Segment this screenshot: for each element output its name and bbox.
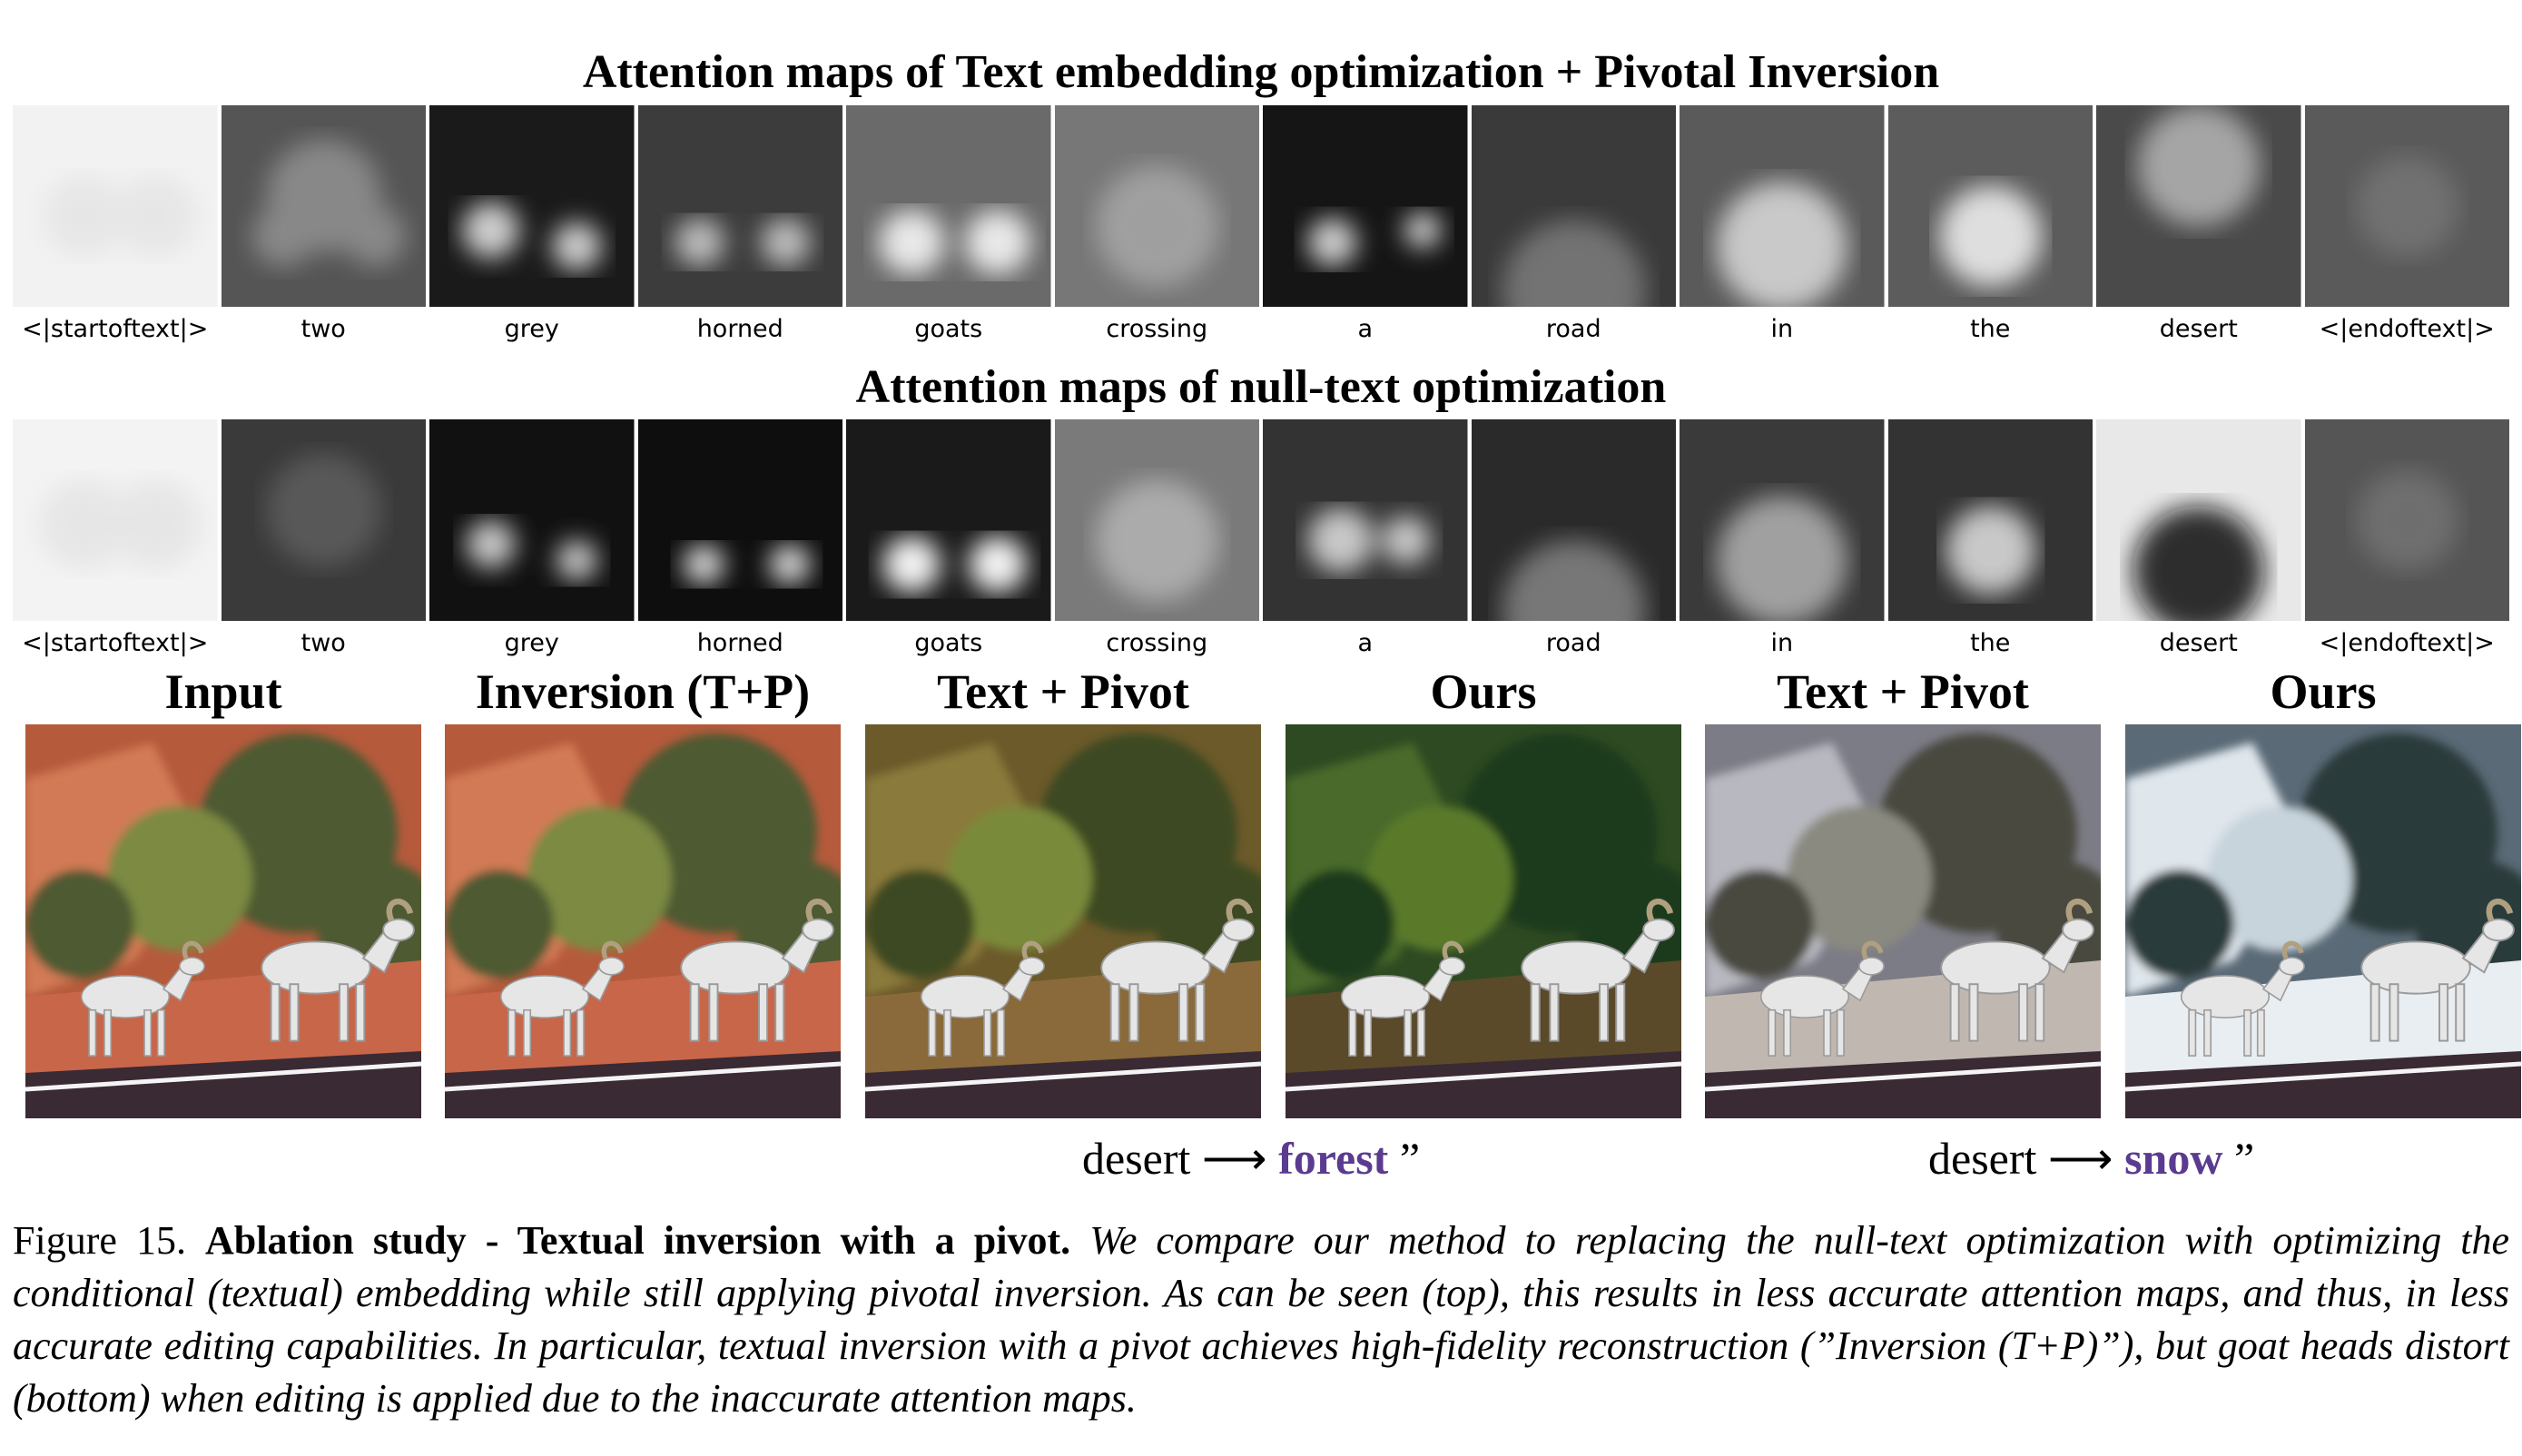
column-heading-input: Input [164, 664, 282, 719]
attention-map-2-11 [2304, 419, 2509, 621]
attention-map-1-10 [2096, 105, 2301, 307]
column-heading-ours-forest: Ours [1430, 664, 1537, 719]
edit-target-word: snow [2124, 1133, 2223, 1184]
token-label: the [1970, 629, 2011, 657]
token-label: two [300, 629, 346, 657]
photo-ours-forest [1286, 724, 1681, 1118]
attention-map-1-9 [1887, 105, 2093, 307]
photo-ours-snow [2125, 724, 2521, 1118]
attention-map-2-9 [1887, 419, 2093, 621]
token-label: grey [504, 629, 559, 657]
attention-row-text-pivot [13, 105, 2509, 307]
attention-map-2-5 [1054, 419, 1259, 621]
token-labels-row-1: <|startoftext|> two grey horned goats crossin… [13, 314, 2509, 345]
attention-map-2-3 [637, 419, 842, 621]
attention-map-1-4 [846, 105, 1051, 307]
token-label: <|startoftext|> [22, 315, 209, 343]
attention-map-2-10 [2096, 419, 2301, 621]
photo-inversion [445, 724, 841, 1118]
attention-map-2-6 [1263, 419, 1468, 621]
token-label: a [1357, 629, 1374, 657]
edit-source-word: desert [1082, 1133, 1191, 1184]
photo-input [25, 724, 421, 1118]
attention-map-1-6 [1263, 105, 1468, 307]
attention-row-null-text [13, 419, 2509, 621]
token-label: horned [696, 629, 783, 657]
token-label: a [1357, 315, 1374, 343]
edit-target-word: forest [1278, 1133, 1389, 1184]
column-heading-text-pivot-forest: Text + Pivot [937, 664, 1189, 719]
token-label: grey [504, 315, 559, 343]
token-labels-row-2: <|startoftext|> two grey horned goats crossin… [13, 628, 2509, 659]
token-label: desert [2159, 315, 2238, 343]
attention-map-2-7 [1471, 419, 1676, 621]
attention-map-2-8 [1680, 419, 1885, 621]
token-label: the [1970, 315, 2011, 343]
arrow-icon: ⟶ [2047, 1133, 2113, 1184]
closing-quote: ” [2233, 1133, 2255, 1184]
token-label: road [1545, 629, 1601, 657]
token-label: <|endoftext|> [2319, 315, 2495, 343]
token-label: goats [914, 315, 983, 343]
closing-quote: ” [1399, 1133, 1421, 1184]
token-label: in [1770, 315, 1794, 343]
column-heading-ours-snow: Ours [2270, 664, 2377, 719]
top-attention-title: Attention maps of Text embedding optimiz… [582, 46, 1940, 98]
figure-caption: Figure 15. Ablation study - Textual inve… [13, 1215, 2509, 1425]
caption-label: Figure 15. [13, 1218, 186, 1263]
token-label: road [1545, 315, 1601, 343]
attention-map-2-4 [846, 419, 1051, 621]
attention-map-1-8 [1680, 105, 1885, 307]
attention-map-2-2 [429, 419, 635, 621]
token-label: <|endoftext|> [2319, 629, 2495, 657]
attention-map-2-1 [221, 419, 426, 621]
attention-map-1-0 [13, 105, 218, 307]
attention-map-2-0 [13, 419, 218, 621]
photo-text-pivot-snow [1705, 724, 2101, 1118]
column-heading-text-pivot-snow: Text + Pivot [1777, 664, 2029, 719]
attention-map-1-5 [1054, 105, 1259, 307]
token-label: horned [696, 315, 783, 343]
token-label: crossing [1106, 315, 1208, 343]
edit-prompt-snow: desert ⟶ snow ” [1928, 1131, 2254, 1185]
edit-prompt-forest: desert ⟶ forest ” [1082, 1131, 1420, 1185]
caption-text: We compare our method to replacing the n… [13, 1218, 2510, 1421]
attention-map-1-1 [221, 105, 426, 307]
attention-map-1-7 [1471, 105, 1676, 307]
token-label: two [300, 315, 346, 343]
photo-text-pivot-forest [865, 724, 1261, 1118]
attention-map-1-2 [429, 105, 635, 307]
caption-title: Ablation study - Textual inversion with … [205, 1218, 1071, 1263]
token-label: in [1770, 629, 1794, 657]
token-label: goats [914, 629, 983, 657]
middle-attention-title: Attention maps of null-text optimization [855, 361, 1667, 413]
attention-map-1-3 [637, 105, 842, 307]
column-heading-inversion: Inversion (T+P) [475, 664, 811, 719]
attention-map-1-11 [2304, 105, 2509, 307]
arrow-icon: ⟶ [1201, 1133, 1267, 1184]
token-label: crossing [1106, 629, 1208, 657]
token-label: <|startoftext|> [22, 629, 209, 657]
token-label: desert [2159, 629, 2238, 657]
edit-source-word: desert [1928, 1133, 2037, 1184]
